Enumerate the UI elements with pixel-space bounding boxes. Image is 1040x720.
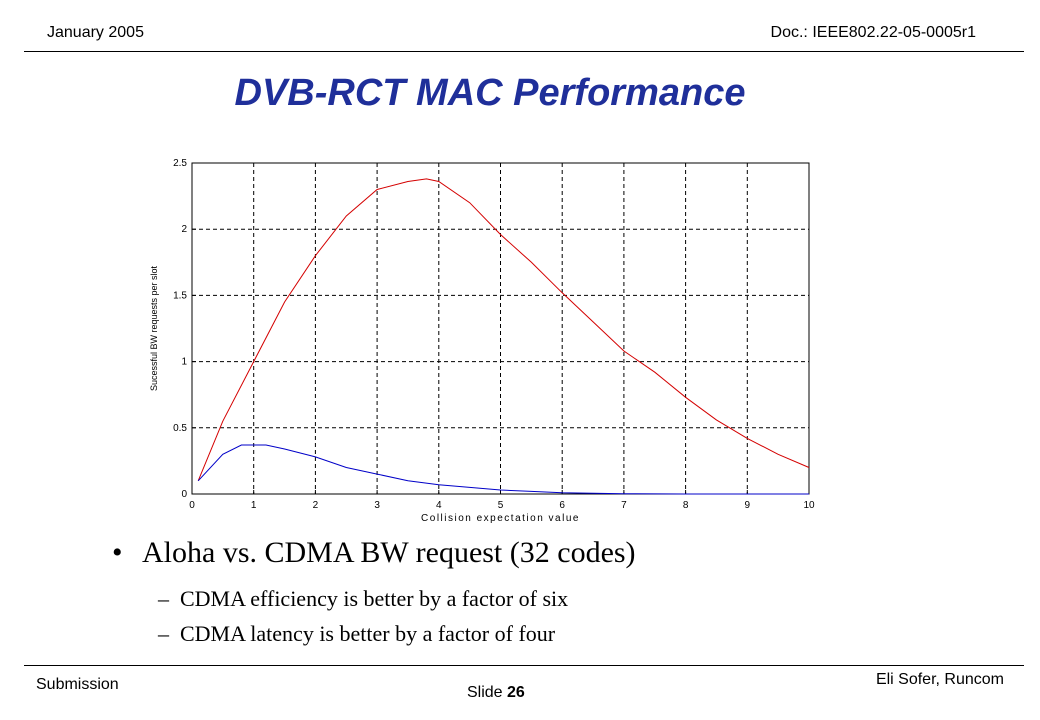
x-tick-label: 7 <box>621 500 627 511</box>
y-tick-label: 1 <box>181 357 187 368</box>
chart-series <box>197 178 810 495</box>
y-axis-label: Sucessful BW requests per slot <box>149 265 159 391</box>
x-tick-label: 6 <box>559 500 565 511</box>
x-tick-label: 8 <box>683 500 689 511</box>
slide-label: Slide <box>467 684 503 701</box>
bullet-mark: • <box>112 536 123 569</box>
line-chart: 0 1 2 3 4 5 6 7 8 9 10 0 0.5 1 1.5 2 2.5 Collision expec… <box>149 158 815 524</box>
sub-bullet-text: CDMA efficiency is better by a factor of… <box>180 586 569 611</box>
x-tick-label: 5 <box>498 500 504 511</box>
bullet-text: Aloha vs. CDMA BW request (32 codes) <box>142 536 636 569</box>
sub-bullet-text: CDMA latency is better by a factor of fo… <box>180 621 556 646</box>
x-tick-label: 1 <box>251 500 257 511</box>
x-tick-label: 2 <box>313 500 319 511</box>
x-tick-label: 0 <box>189 500 195 511</box>
slide-title: DVB-RCT MAC Performance <box>234 72 746 114</box>
y-tick-label: 1.5 <box>173 290 187 301</box>
y-tick-label: 0.5 <box>173 423 187 434</box>
slide-number: 26 <box>507 684 525 701</box>
x-tick-label: 9 <box>745 500 751 511</box>
header-doc-id: Doc.: IEEE802.22-05-0005r1 <box>770 24 976 41</box>
header-rule <box>24 51 1024 52</box>
sub-bullet-efficiency: – CDMA efficiency is better by a factor o… <box>158 586 568 612</box>
chart-grid <box>192 163 809 494</box>
x-axis-label: Collision expectation value <box>421 513 580 524</box>
sub-bullet-mark: – <box>158 621 169 646</box>
y-tick-label: 0 <box>181 489 187 500</box>
y-tick-label: 2.5 <box>173 158 187 169</box>
x-tick-label: 10 <box>803 500 815 511</box>
footer-rule <box>24 665 1024 666</box>
y-tick-label: 2 <box>181 224 187 235</box>
x-tick-label: 4 <box>436 500 442 511</box>
footer-author: Eli Sofer, Runcom <box>875 671 1004 688</box>
footer-submission: Submission <box>36 676 119 693</box>
x-tick-label: 3 <box>374 500 380 511</box>
main-bullet: • Aloha vs. CDMA BW request (32 codes) <box>112 536 636 570</box>
header-date: January 2005 <box>47 24 144 41</box>
sub-bullet-mark: – <box>158 586 169 611</box>
footer-slide: Slide 26 <box>467 684 525 702</box>
chart-ticks: 0 1 2 3 4 5 6 7 8 9 10 0 0.5 1 1.5 2 2.5 <box>173 158 815 511</box>
sub-bullet-latency: – CDMA latency is better by a factor of f… <box>158 621 555 647</box>
series-line-blue <box>197 444 809 495</box>
series-line-red <box>197 178 810 481</box>
